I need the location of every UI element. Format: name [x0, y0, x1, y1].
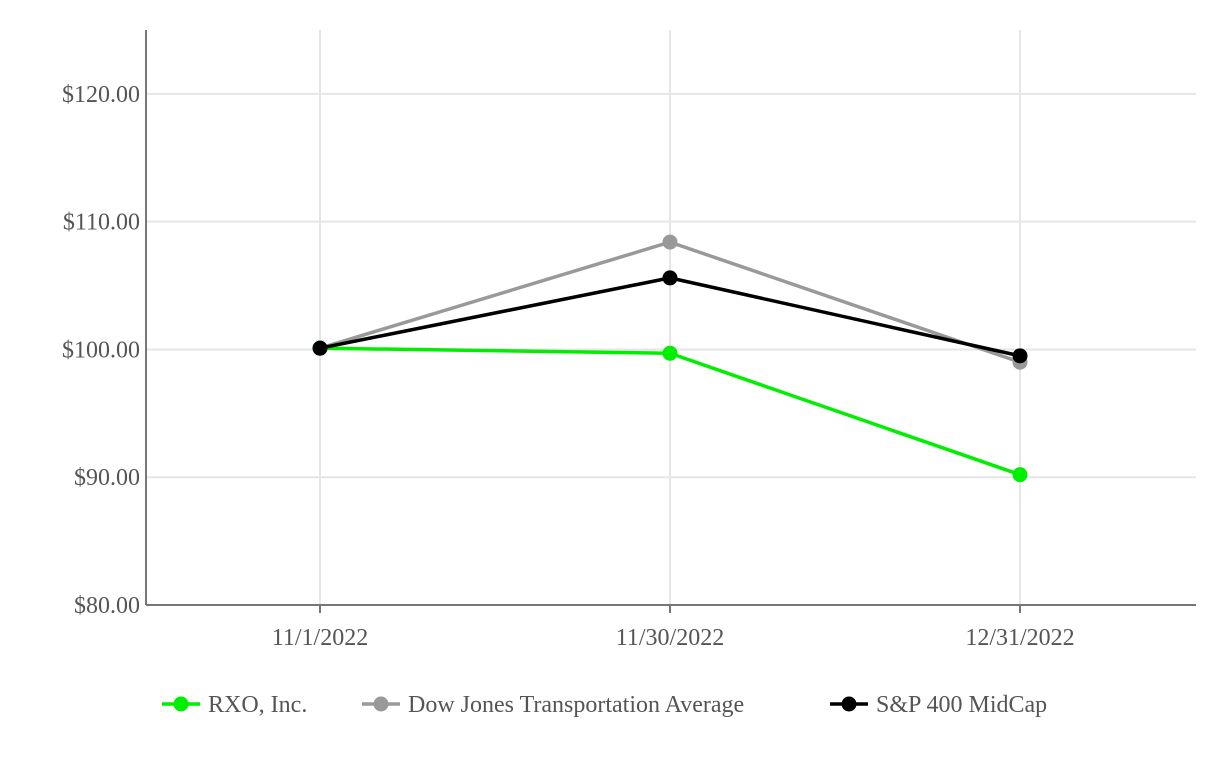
y-tick-label: $100.00	[62, 337, 140, 363]
legend-swatch-marker	[841, 696, 857, 712]
grid-layer	[146, 30, 1196, 605]
legend-label: Dow Jones Transportation Average	[408, 692, 744, 718]
y-tick-label: $80.00	[74, 593, 140, 619]
x-tick-label: 11/30/2022	[616, 625, 724, 651]
y-tick-label: $90.00	[74, 465, 140, 491]
data-point	[662, 270, 678, 286]
data-point	[1012, 467, 1028, 483]
legend-item: RXO, Inc.	[162, 692, 307, 718]
axis-layer	[145, 30, 1196, 613]
x-tick-label: 11/1/2022	[272, 625, 368, 651]
data-point	[1012, 348, 1028, 364]
data-point	[662, 345, 678, 361]
legend-swatch-marker	[373, 696, 389, 712]
y-tick-labels: $80.00 $90.00 $100.00 $110.00 $120.00	[62, 82, 140, 619]
y-tick-label: $110.00	[63, 210, 140, 236]
legend-label: RXO, Inc.	[208, 692, 307, 718]
series-layer	[312, 234, 1028, 483]
x-tick-label: 12/31/2022	[965, 625, 1074, 651]
data-point	[662, 234, 678, 250]
legend-swatch-marker	[173, 696, 189, 712]
legend-item: S&P 400 MidCap	[830, 692, 1047, 718]
x-tick-labels: 11/1/2022 11/30/2022 12/31/2022	[272, 625, 1075, 651]
y-tick-label: $120.00	[62, 82, 140, 108]
series-2	[312, 270, 1028, 364]
legend-item: Dow Jones Transportation Average	[362, 692, 744, 718]
legend: RXO, Inc. Dow Jones Transportation Averag…	[162, 692, 1047, 718]
data-point	[312, 340, 328, 356]
legend-label: S&P 400 MidCap	[876, 692, 1047, 718]
